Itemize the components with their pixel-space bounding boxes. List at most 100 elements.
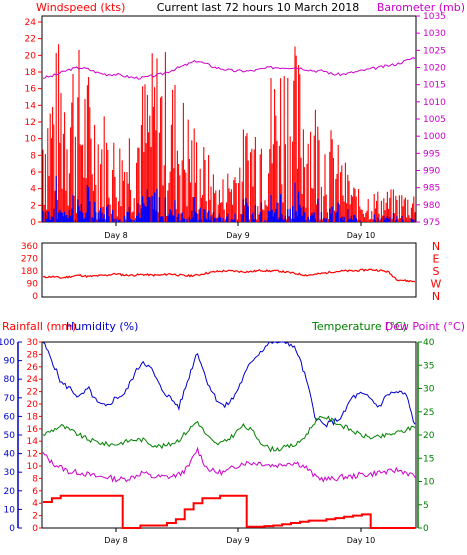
barometer-tick-label: 985 (423, 184, 440, 194)
rainfall-axis-label: Rainfall (mm) (2, 320, 76, 333)
barometer-tick-label: 1035 (423, 12, 446, 22)
rainfall-tick-label: 0 (32, 524, 38, 534)
dewpoint-line (42, 446, 416, 483)
direction-degree-labels: 0 90 180 270 360 (21, 242, 38, 302)
humidity-tick-label: 0 (9, 524, 15, 534)
barometer-tick-label: 1020 (423, 64, 446, 74)
rainfall-tick-label: 26 (27, 363, 39, 373)
humidity-tick-label: 40 (4, 450, 16, 460)
compass-label: N (432, 290, 440, 303)
rainfall-tick-label: 22 (27, 388, 38, 398)
barometer-tick-label: 1000 (423, 132, 446, 142)
temperature-axis-label: Temperature (°C) (311, 320, 407, 333)
wind-tick-label: 16 (25, 85, 37, 95)
barometer-tick-label: 990 (423, 167, 440, 177)
rainfall-tick-label: 30 (27, 338, 39, 348)
compass-label: S (433, 265, 440, 278)
temperature-line (42, 415, 416, 453)
barometer-axis-label: Barometer (mb) (377, 1, 465, 14)
day-label: Day 8 (104, 536, 127, 545)
temperature-tick-labels: 0 5 10 15 20 25 30 35 40 (418, 338, 435, 534)
rainfall-tick-label: 2 (32, 512, 38, 522)
humidity-tick-label: 20 (4, 487, 16, 497)
humidity-tick-label: 80 (4, 375, 16, 385)
wind-tick-label: 20 (25, 51, 37, 61)
rainfall-tick-label: 20 (27, 400, 39, 410)
wind-tick-label: 2 (30, 201, 36, 211)
dewpoint-axis-label: Dew Point (°C) (385, 320, 465, 333)
compass-label: W (431, 278, 442, 291)
rainfall-line (43, 494, 415, 529)
temperature-tick-label: 25 (423, 408, 434, 418)
rainfall-tick-label: 6 (32, 487, 38, 497)
direction-degree-label: 0 (32, 292, 38, 302)
compass-label: N (432, 240, 440, 253)
barometer-tick-label: 1025 (423, 46, 446, 56)
rainfall-tick-label: 8 (32, 474, 38, 484)
temperature-tick-label: 0 (423, 524, 429, 534)
day-label: Day 10 (347, 536, 376, 545)
barometer-tick-label: 980 (423, 201, 440, 211)
wind-tick-label: 0 (30, 218, 36, 228)
humidity-tick-labels: 0 10 20 30 40 50 60 70 80 90 100 (0, 338, 22, 534)
rainfall-tick-label: 28 (27, 350, 39, 360)
rainfall-tick-label: 12 (27, 450, 38, 460)
humidity-tick-label: 60 (4, 412, 16, 422)
humidity-tick-label: 70 (4, 394, 16, 404)
wind-tick-label: 18 (25, 68, 37, 78)
barometer-tick-labels: 975 980 985 990 995 1000 1005 1010 1015 1020 1025 1… (416, 12, 446, 228)
wind-tick-label: 4 (30, 185, 36, 195)
temperature-tick-label: 35 (423, 361, 434, 371)
humidity-line (42, 341, 416, 428)
humidity-tick-label: 30 (4, 468, 16, 478)
barometer-tick-label: 995 (423, 149, 440, 159)
direction-degree-label: 270 (21, 255, 38, 265)
rainfall-tick-label: 24 (27, 375, 39, 385)
humidity-tick-label: 90 (4, 357, 16, 367)
barometer-tick-label: 1005 (423, 115, 446, 125)
day-label: Day 9 (226, 536, 249, 545)
temperature-tick-label: 10 (423, 478, 435, 488)
wind-tick-label: 6 (30, 168, 36, 178)
rainfall-tick-label: 14 (27, 437, 39, 447)
barometer-tick-label: 1015 (423, 81, 446, 91)
direction-degree-label: 180 (21, 267, 38, 277)
rainfall-tick-label: 10 (27, 462, 39, 472)
humidity-tick-label: 10 (4, 505, 16, 515)
wind-tick-label: 14 (25, 101, 37, 111)
day-label: Day 8 (104, 231, 127, 240)
gust-bars (42, 176, 415, 222)
direction-degree-label: 360 (21, 242, 38, 252)
humidity-axis-label: Humidity (%) (66, 320, 138, 333)
rainfall-tick-label: 16 (27, 425, 39, 435)
barometer-tick-label: 1030 (423, 29, 446, 39)
rainfall-tick-label: 4 (32, 499, 38, 509)
day-label: Day 9 (226, 231, 249, 240)
panel1-day-labels: Day 8 Day 9 Day 10 (104, 222, 375, 240)
barometer-tick-label: 1010 (423, 98, 446, 108)
panel3-day-labels: Day 8 Day 9 Day 10 (104, 528, 375, 545)
temperature-tick-label: 40 (423, 338, 435, 348)
windspeed-axis-label: Windspeed (kts) (36, 1, 125, 14)
humidity-tick-label: 50 (4, 431, 16, 441)
wind-tick-label: 24 (25, 18, 37, 28)
wind-tick-label: 22 (25, 35, 36, 45)
rainfall-tick-label: 18 (27, 412, 39, 422)
wind-tick-label: 8 (30, 151, 36, 161)
temperature-tick-label: 5 (423, 501, 429, 511)
wind-tick-label: 10 (25, 135, 37, 145)
day-label: Day 10 (347, 231, 376, 240)
temperature-tick-label: 30 (423, 385, 435, 395)
conditions-plot-frame (41, 341, 417, 529)
compass-label: E (433, 253, 440, 266)
barometer-tick-label: 975 (423, 218, 440, 228)
chart-title: Current last 72 hours 10 March 2018 (157, 1, 360, 14)
barometer-line (42, 57, 416, 80)
direction-degree-label: 90 (27, 280, 39, 290)
temperature-tick-label: 20 (423, 431, 435, 441)
temperature-tick-label: 15 (423, 454, 434, 464)
